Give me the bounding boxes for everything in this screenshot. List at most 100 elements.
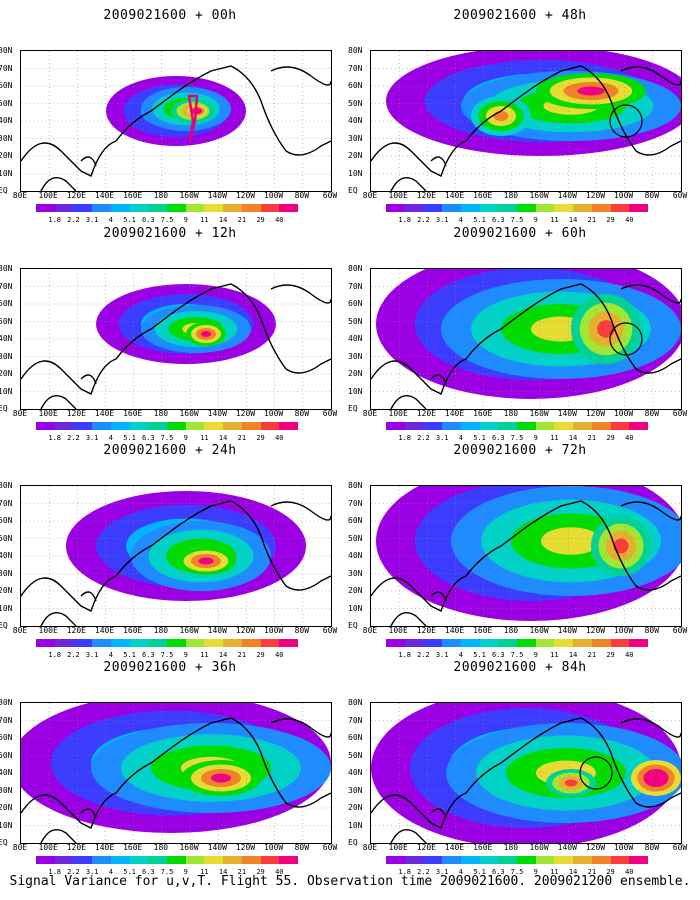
colorbar-label: 21	[237, 651, 247, 659]
colorbar-swatch	[460, 856, 480, 864]
longitude-label: 80E	[362, 626, 378, 635]
colorbar-swatch	[73, 639, 93, 647]
colorbar-swatch	[129, 856, 149, 864]
longitude-label: 100W	[613, 626, 634, 635]
colorbar-swatch	[554, 639, 574, 647]
latitude-label: 40N	[348, 116, 363, 125]
colorbar-label: 4	[108, 651, 113, 659]
colorbar-label: 7.5	[160, 651, 174, 659]
contour-map	[20, 485, 332, 627]
coastline	[40, 284, 331, 409]
panel-title: 2009021600 + 60h	[453, 226, 587, 241]
coastline	[21, 65, 331, 177]
colorbar-swatch	[498, 204, 518, 212]
coastline	[21, 717, 331, 829]
longitude-label: 140E	[94, 843, 115, 852]
colorbar-label: 21	[237, 216, 247, 224]
longitude-label: 160W	[179, 843, 199, 852]
colorbar-swatch	[423, 422, 443, 430]
latitude-label: 30N	[348, 785, 363, 795]
latitude-label: 60N	[0, 733, 13, 742]
latitude-label: 20N	[0, 803, 13, 812]
colorbar-swatch	[279, 856, 299, 864]
longitude-label: 140W	[557, 843, 577, 852]
colorbar-swatch	[386, 204, 405, 212]
colorbar-swatch	[573, 204, 592, 212]
colorbar-swatch	[629, 639, 649, 647]
longitude-label: 140E	[444, 843, 465, 852]
colorbar-swatch	[223, 856, 242, 864]
longitude-label: 140E	[94, 626, 115, 635]
longitude-label: 120E	[416, 626, 436, 635]
longitude-label: 80E	[362, 843, 378, 852]
colorbar-swatch	[535, 204, 555, 212]
longitude-label: 80W	[294, 626, 310, 635]
colorbar-label: 1.8	[398, 651, 412, 659]
colorbar-swatch	[223, 422, 242, 430]
colorbar-swatch	[554, 856, 574, 864]
colorbar-label: 11	[550, 434, 559, 442]
colorbar-swatch	[442, 856, 461, 864]
latitude-label: 70N	[0, 715, 13, 725]
colorbar-swatch	[554, 204, 574, 212]
longitude-label: 60W	[672, 191, 688, 200]
colorbar-label: 9	[183, 216, 188, 224]
colorbar-label: 1.8	[398, 868, 412, 876]
colorbar-label: 2.2	[67, 868, 80, 876]
longitude-label: 100W	[263, 843, 284, 852]
longitude-label: 100E	[38, 409, 58, 418]
colorbar	[386, 204, 649, 216]
map-panel: 2009021600 + 12h 80N 70N 60N 50N 40N 30N 20N 10N…	[0, 226, 340, 446]
colorbar-swatch	[223, 204, 242, 212]
colorbar-swatch	[498, 639, 518, 647]
colorbar-swatch	[185, 422, 205, 430]
latitude-label: EQ	[0, 404, 8, 413]
colorbar-label: 7.5	[160, 868, 174, 876]
colorbar-swatch	[517, 422, 536, 430]
colorbar-swatch	[204, 639, 224, 647]
map-canvas	[21, 486, 331, 626]
colorbar-swatch	[129, 422, 149, 430]
contour-map	[370, 702, 682, 844]
coastline	[390, 284, 681, 409]
colorbar-label: 9	[183, 651, 188, 659]
variance-contour	[541, 527, 601, 555]
longitude-label: 80W	[644, 409, 660, 418]
longitude-label: 80E	[12, 409, 28, 418]
panel-title: 2009021600 + 00h	[103, 8, 237, 23]
colorbar-label: 29	[606, 434, 615, 442]
colorbar-label: 11	[550, 216, 559, 224]
colorbar-label: 14	[218, 216, 228, 224]
latitude-label: 50N	[348, 316, 363, 326]
map-panel: 2009021600 + 72h 80N 70N 60N 50N 40N 30N 20N 10N…	[348, 443, 690, 663]
colorbar-swatch	[279, 639, 299, 647]
longitude-label: 120E	[66, 843, 86, 852]
longitude-label: 60W	[322, 409, 338, 418]
latitude-label: 50N	[0, 316, 13, 326]
colorbar-swatch	[386, 639, 405, 647]
longitude-label: 100E	[38, 191, 58, 200]
longitude-label: 160E	[473, 843, 493, 852]
longitude-label: 120W	[235, 626, 256, 635]
colorbar-swatch	[260, 204, 280, 212]
colorbar-swatch	[423, 639, 443, 647]
longitude-label: 160E	[123, 626, 143, 635]
latitude-label: 50N	[0, 98, 13, 108]
colorbar-label: 7.5	[510, 216, 524, 224]
colorbar-label: 3.1	[435, 434, 449, 442]
colorbar-label: 40	[275, 868, 284, 876]
latitude-label: 20N	[0, 369, 13, 378]
latitude-label: 60N	[0, 81, 13, 90]
map-canvas	[371, 269, 681, 409]
latitude-label: 30N	[0, 133, 13, 143]
colorbar-swatch	[629, 856, 649, 864]
longitude-label: 120W	[585, 409, 606, 418]
colorbar-label: 4	[458, 434, 463, 442]
colorbar-label: 11	[550, 868, 559, 876]
colorbar-swatch	[241, 422, 261, 430]
colorbar-swatch	[148, 422, 168, 430]
colorbar-swatch	[460, 204, 480, 212]
colorbar-swatch	[54, 422, 74, 430]
latitude-label: 80N	[0, 264, 13, 273]
latitude-label: 80N	[0, 698, 13, 707]
